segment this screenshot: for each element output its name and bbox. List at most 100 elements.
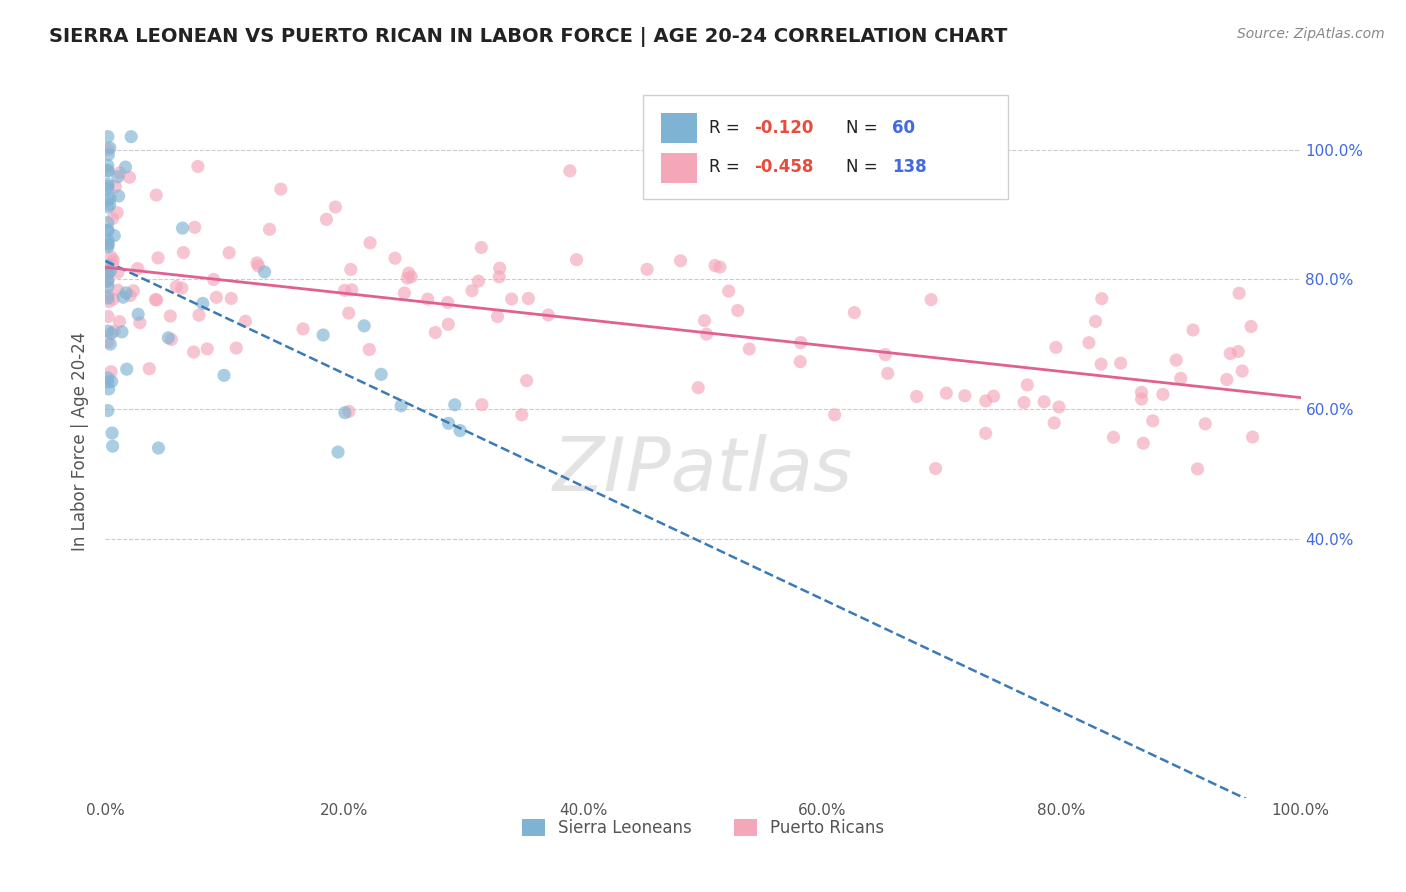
Y-axis label: In Labor Force | Age 20-24: In Labor Force | Age 20-24: [72, 332, 90, 551]
Point: [97, 143, 120, 157]
Point: [1187, 462, 1209, 476]
Point: [112, 290, 135, 304]
Point: [97, 240, 120, 254]
Point: [118, 170, 141, 185]
Point: [1227, 286, 1250, 301]
Point: [114, 160, 136, 174]
Point: [953, 389, 976, 403]
Point: [183, 345, 205, 359]
Point: [138, 361, 160, 376]
Point: [486, 310, 509, 324]
Point: [101, 292, 124, 306]
Point: [98, 337, 121, 351]
Point: [389, 399, 412, 413]
Text: -0.120: -0.120: [755, 119, 814, 136]
Text: Source: ZipAtlas.com: Source: ZipAtlas.com: [1237, 27, 1385, 41]
Point: [467, 274, 489, 288]
Point: [425, 326, 447, 340]
Point: [146, 251, 169, 265]
Point: [1232, 364, 1254, 378]
Point: [97, 179, 120, 194]
Point: [353, 318, 375, 333]
Point: [738, 342, 761, 356]
Point: [97, 223, 120, 237]
Point: [97, 147, 120, 161]
Point: [157, 331, 180, 345]
Point: [100, 365, 122, 379]
Point: [359, 235, 381, 250]
Point: [219, 292, 242, 306]
Point: [195, 342, 218, 356]
Point: [212, 368, 235, 383]
Point: [97, 334, 120, 349]
Point: [565, 252, 588, 267]
Text: -0.458: -0.458: [755, 158, 814, 176]
Point: [145, 293, 167, 307]
Point: [100, 264, 122, 278]
Point: [107, 189, 129, 203]
Point: [97, 265, 120, 279]
Point: [97, 375, 120, 389]
Point: [107, 283, 129, 297]
Point: [924, 461, 946, 475]
Point: [98, 197, 121, 211]
Point: [100, 250, 122, 264]
Point: [97, 324, 120, 338]
Point: [97, 266, 120, 280]
Point: [202, 272, 225, 286]
Point: [1219, 346, 1241, 360]
Point: [1091, 292, 1114, 306]
Point: [159, 309, 181, 323]
Point: [437, 417, 460, 431]
Point: [97, 294, 120, 309]
Point: [259, 222, 281, 236]
Point: [235, 314, 257, 328]
FancyBboxPatch shape: [661, 113, 697, 144]
Point: [905, 389, 928, 403]
Point: [205, 290, 228, 304]
Point: [122, 284, 145, 298]
Point: [98, 141, 121, 155]
Point: [326, 445, 349, 459]
Point: [1102, 430, 1125, 444]
Point: [789, 354, 811, 368]
Point: [97, 223, 120, 237]
Point: [558, 164, 581, 178]
Point: [97, 237, 120, 252]
Point: [101, 425, 124, 440]
Point: [488, 269, 510, 284]
Point: [983, 389, 1005, 403]
Point: [97, 403, 120, 417]
Point: [1241, 430, 1264, 444]
Point: [170, 281, 193, 295]
Point: [101, 211, 124, 226]
Point: [108, 166, 131, 180]
Point: [1132, 436, 1154, 450]
Point: [1182, 323, 1205, 337]
Point: [108, 315, 131, 329]
Point: [172, 221, 194, 235]
Point: [107, 265, 129, 279]
Point: [669, 253, 692, 268]
Point: [1170, 371, 1192, 385]
Point: [1216, 372, 1239, 386]
Point: [1194, 417, 1216, 431]
Point: [97, 200, 120, 214]
Point: [416, 292, 439, 306]
Point: [97, 236, 120, 251]
Point: [876, 367, 898, 381]
Text: R =: R =: [709, 119, 745, 136]
Point: [97, 164, 120, 178]
Point: [188, 308, 211, 322]
Point: [97, 159, 120, 173]
Text: R =: R =: [709, 158, 745, 176]
Point: [1045, 340, 1067, 354]
Point: [172, 245, 194, 260]
Point: [396, 271, 419, 285]
Point: [688, 381, 710, 395]
Point: [115, 362, 138, 376]
Point: [120, 129, 142, 144]
Point: [436, 295, 458, 310]
Point: [103, 253, 125, 268]
Point: [97, 233, 120, 247]
